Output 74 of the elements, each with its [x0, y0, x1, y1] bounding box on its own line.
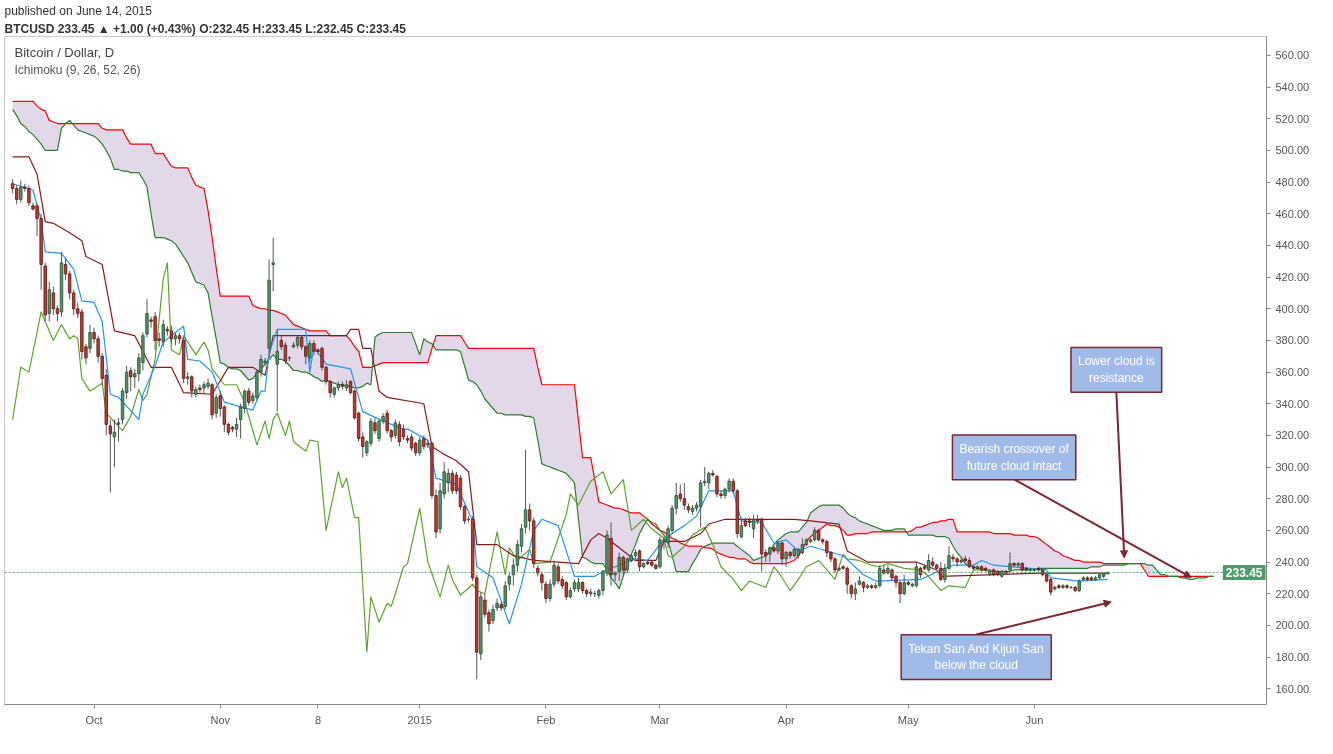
x-tick-label: Oct — [85, 713, 103, 726]
candlestick — [426, 439, 430, 449]
candlestick — [47, 281, 51, 322]
x-tick-label: Apr — [777, 713, 796, 726]
candlestick — [161, 319, 165, 348]
y-tick-label: 360.00 — [1275, 366, 1310, 379]
candlestick — [955, 556, 959, 568]
candlestick — [393, 419, 397, 440]
candlestick — [845, 566, 849, 595]
candlestick — [784, 550, 788, 568]
candlestick — [112, 419, 117, 468]
y-tick-label: 420.00 — [1275, 271, 1310, 284]
y-tick-label: 240.00 — [1275, 556, 1310, 569]
candlestick — [715, 474, 719, 498]
y-tick-label: 440.00 — [1275, 239, 1310, 252]
candlestick — [51, 286, 56, 316]
candlestick — [198, 384, 202, 394]
x-tick-label: 8 — [314, 713, 322, 726]
x-tick-label: 2015 — [407, 713, 432, 726]
candlestick — [939, 561, 943, 582]
ref-line-label: 233.45 — [1225, 565, 1263, 580]
candlestick — [951, 553, 955, 563]
candlestick — [503, 580, 507, 611]
annotation: Lower cloud is resistance — [1077, 354, 1155, 386]
candlestick — [682, 482, 687, 511]
candlestick — [418, 436, 422, 457]
y-tick-label: 320.00 — [1275, 429, 1310, 442]
y-tick-label: 180.00 — [1275, 651, 1310, 664]
y-tick-label: 200.00 — [1275, 619, 1310, 632]
text: Bitcoin / Dollar, D — [14, 44, 115, 60]
y-tick-label: 280.00 — [1275, 492, 1310, 505]
x-tick-label: Jun — [1025, 713, 1044, 726]
y-tick-label: 260.00 — [1275, 524, 1310, 537]
candlestick — [523, 449, 528, 535]
y-tick-label: 520.00 — [1275, 112, 1310, 125]
candlestick — [564, 580, 568, 601]
annotation: Ichimoku (9, 26, 52, 26) — [14, 62, 141, 77]
x-tick-label: Feb — [536, 713, 556, 726]
y-tick-label: 400.00 — [1275, 302, 1310, 315]
x-tick-label: Nov — [210, 713, 231, 726]
candlestick — [27, 184, 31, 207]
candlestick — [19, 180, 23, 204]
y-tick-label: 220.00 — [1275, 587, 1310, 600]
y-tick-label: 540.00 — [1275, 81, 1310, 94]
candlestick — [902, 574, 906, 596]
candlestick — [202, 381, 206, 395]
candlestick — [129, 366, 133, 392]
y-tick-label: 480.00 — [1275, 176, 1310, 189]
y-tick-label: 160.00 — [1275, 682, 1310, 695]
candlestick — [153, 311, 157, 351]
chart-subtitle: BTCUSD 233.45 ▲ +1.00 (+0.43%) O:232.45 H:233.45 L:232.45 C:233.45 — [4, 21, 407, 36]
x-tick-label: May — [897, 713, 920, 726]
candlestick — [308, 339, 312, 364]
y-tick-label: 560.00 — [1275, 49, 1310, 62]
candlestick — [275, 328, 279, 413]
text: published on June 14, 2015 — [4, 3, 153, 18]
candlestick — [116, 417, 121, 443]
annotation: Bearish crossover of future cloud intact — [959, 441, 1070, 473]
x-tick-label: Mar — [650, 713, 670, 726]
annotation: Tekan San And Kijun San below the cloud — [908, 641, 1044, 673]
y-tick-label: 340.00 — [1275, 397, 1310, 410]
candlestick — [780, 540, 784, 566]
candlestick — [190, 374, 194, 398]
y-tick-label: 300.00 — [1275, 461, 1310, 474]
y-tick-label: 460.00 — [1275, 207, 1310, 220]
candlestick — [15, 184, 19, 205]
candlestick — [450, 469, 454, 495]
candlestick — [214, 393, 218, 419]
y-tick-label: 500.00 — [1275, 144, 1310, 157]
y-tick-label: 380.00 — [1275, 334, 1310, 347]
candlestick — [385, 409, 389, 435]
candlestick — [234, 417, 239, 438]
candlestick — [621, 555, 625, 576]
candlestick — [446, 468, 450, 493]
